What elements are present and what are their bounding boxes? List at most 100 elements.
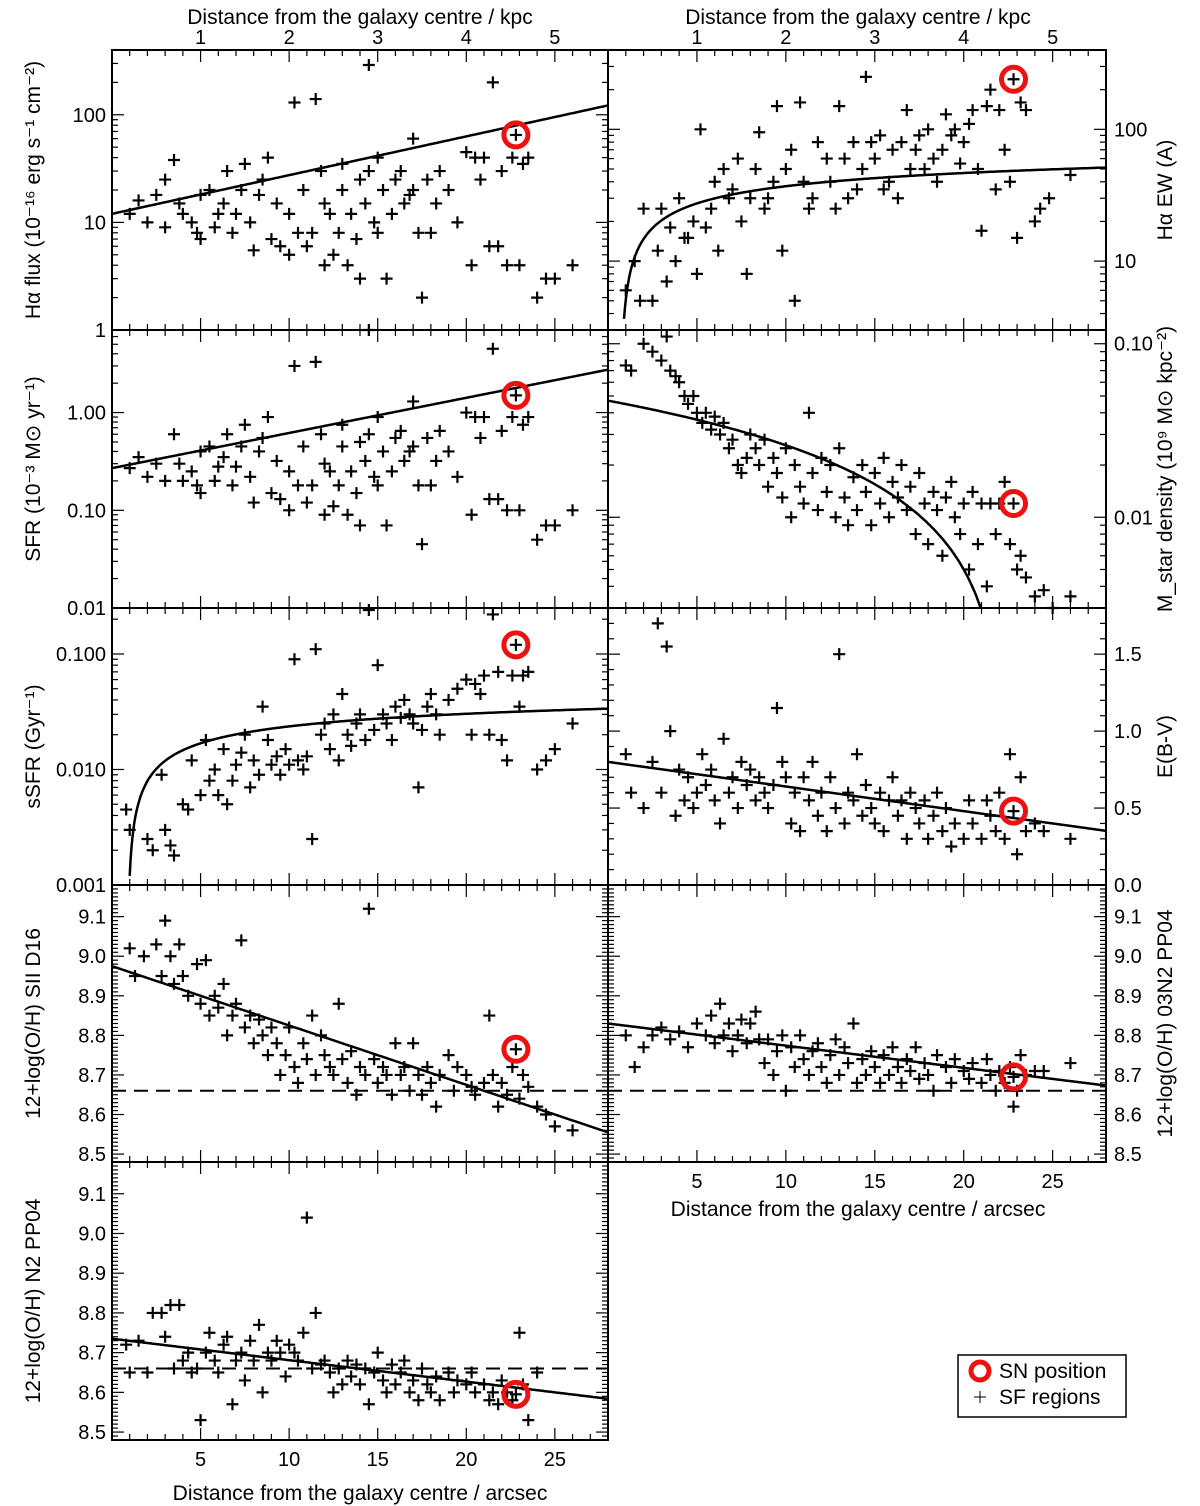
sf-region-point (922, 832, 935, 845)
sf-region-point (833, 1068, 846, 1081)
sf-region-point (868, 817, 881, 830)
sf-region-point (865, 802, 878, 815)
y-tick-label: 8.5 (78, 1144, 106, 1166)
sf-region-point (874, 129, 887, 142)
sf-region-point (735, 215, 748, 228)
sf-region-point (802, 1068, 815, 1081)
y-axis-title: M_star density (10⁹ M⊙ kpc⁻²) (1154, 326, 1177, 612)
sf-region-point (1007, 1100, 1020, 1113)
sf-region-point (270, 1037, 283, 1050)
sf-region-point (292, 1076, 304, 1089)
sf-region-point (625, 364, 638, 377)
sf-region-point (318, 1049, 331, 1062)
y-axis-title: Hα flux (10⁻¹⁶ erg s⁻¹ cm⁻²) (22, 61, 45, 319)
sf-region-point (230, 207, 242, 220)
sf-region-point (690, 786, 703, 799)
sf-region-point (708, 1037, 721, 1050)
sf-region-point (141, 833, 154, 846)
sf-region-point (194, 445, 207, 458)
sf-region-point (359, 1068, 372, 1081)
sf-region-point (460, 406, 473, 419)
sf-region-point (770, 1045, 783, 1058)
sf-region-point (900, 1053, 913, 1066)
sf-region-point (788, 459, 801, 472)
sf-region-point (465, 508, 478, 521)
sf-region-point (407, 184, 420, 196)
y-tick-label: 0.0 (1114, 875, 1142, 897)
sf-region-point (247, 1037, 260, 1050)
sf-region-point (194, 1414, 207, 1427)
sf-region-point (416, 1088, 428, 1101)
sf-region-point (540, 1108, 552, 1121)
sf-region-point (217, 451, 230, 464)
y-tick-label: 8.7 (1114, 1065, 1142, 1087)
sf-region-point (646, 755, 659, 768)
sf-region-point (318, 457, 331, 470)
sf-region-point (516, 418, 529, 431)
sf-region-point (815, 451, 828, 464)
sf-region-point (403, 1084, 416, 1097)
sf-region-point (495, 165, 508, 178)
sf-region-point (341, 259, 354, 272)
sf-region-point (847, 136, 860, 149)
sf-region-point (380, 1068, 393, 1081)
sf-region-point (385, 465, 398, 478)
sf-region-point (820, 1076, 833, 1089)
sf-region-point (877, 1049, 890, 1062)
sf-region-point (776, 1029, 789, 1042)
sf-region-point (794, 1029, 807, 1042)
sf-region-point (300, 750, 313, 763)
panel-frame (111, 1161, 609, 1441)
sf-region-point (247, 1354, 260, 1367)
sf-region-point (522, 665, 535, 678)
sf-region-point (173, 1298, 186, 1311)
sf-region-point (309, 643, 322, 656)
sf-region-point (566, 504, 579, 517)
y-tick-label: 8.9 (78, 986, 106, 1008)
sf-region-point (221, 165, 234, 178)
sf-region-point (323, 1366, 336, 1379)
sf-region-point (332, 1362, 345, 1375)
sf-region-point (509, 1388, 522, 1401)
sf-region-point (212, 1366, 225, 1379)
sf-region-point (354, 1061, 366, 1074)
sf-region-point (1014, 1049, 1027, 1062)
sf-region-point (318, 508, 331, 521)
sf-region-point (509, 1043, 522, 1056)
sf-region-point (767, 451, 780, 464)
y-tick-label: 9.1 (1114, 907, 1142, 929)
sf-region-point (874, 497, 887, 510)
sf-region-point (740, 778, 753, 791)
top-x-tick-label: 2 (780, 27, 791, 49)
sf-region-point (155, 1306, 168, 1319)
sf-region-point (247, 244, 260, 257)
sf-region-point (984, 1068, 997, 1081)
sf-region-point (820, 825, 833, 838)
sf-region-point (501, 504, 514, 517)
sf-region-point (673, 192, 686, 205)
sf-region-point (975, 1076, 988, 1089)
sf-region-point (377, 1061, 390, 1074)
sf-region-point (1014, 549, 1027, 562)
sf-region-point (690, 267, 703, 280)
sf-region-point (847, 471, 860, 484)
sf-region-point (859, 1068, 872, 1081)
sf-region-point (797, 771, 810, 784)
sf-region-point (945, 1076, 958, 1089)
sf-region-point (212, 1001, 225, 1014)
sf-region-point (306, 479, 319, 492)
sf-region-point (327, 248, 340, 261)
sf-region-point (495, 1374, 508, 1387)
sf-region-point (966, 1057, 979, 1070)
sf-region-point (699, 1029, 712, 1042)
sf-region-point (300, 1211, 313, 1224)
sf-region-point (842, 519, 855, 532)
sf-region-point (865, 1045, 878, 1058)
sf-region-point (235, 184, 248, 196)
sf-region-point (966, 817, 979, 830)
sf-region-point (1037, 1064, 1050, 1077)
sf-region-point (274, 1346, 287, 1359)
sf-region-point (776, 244, 789, 257)
sf-region-point (495, 1076, 508, 1089)
